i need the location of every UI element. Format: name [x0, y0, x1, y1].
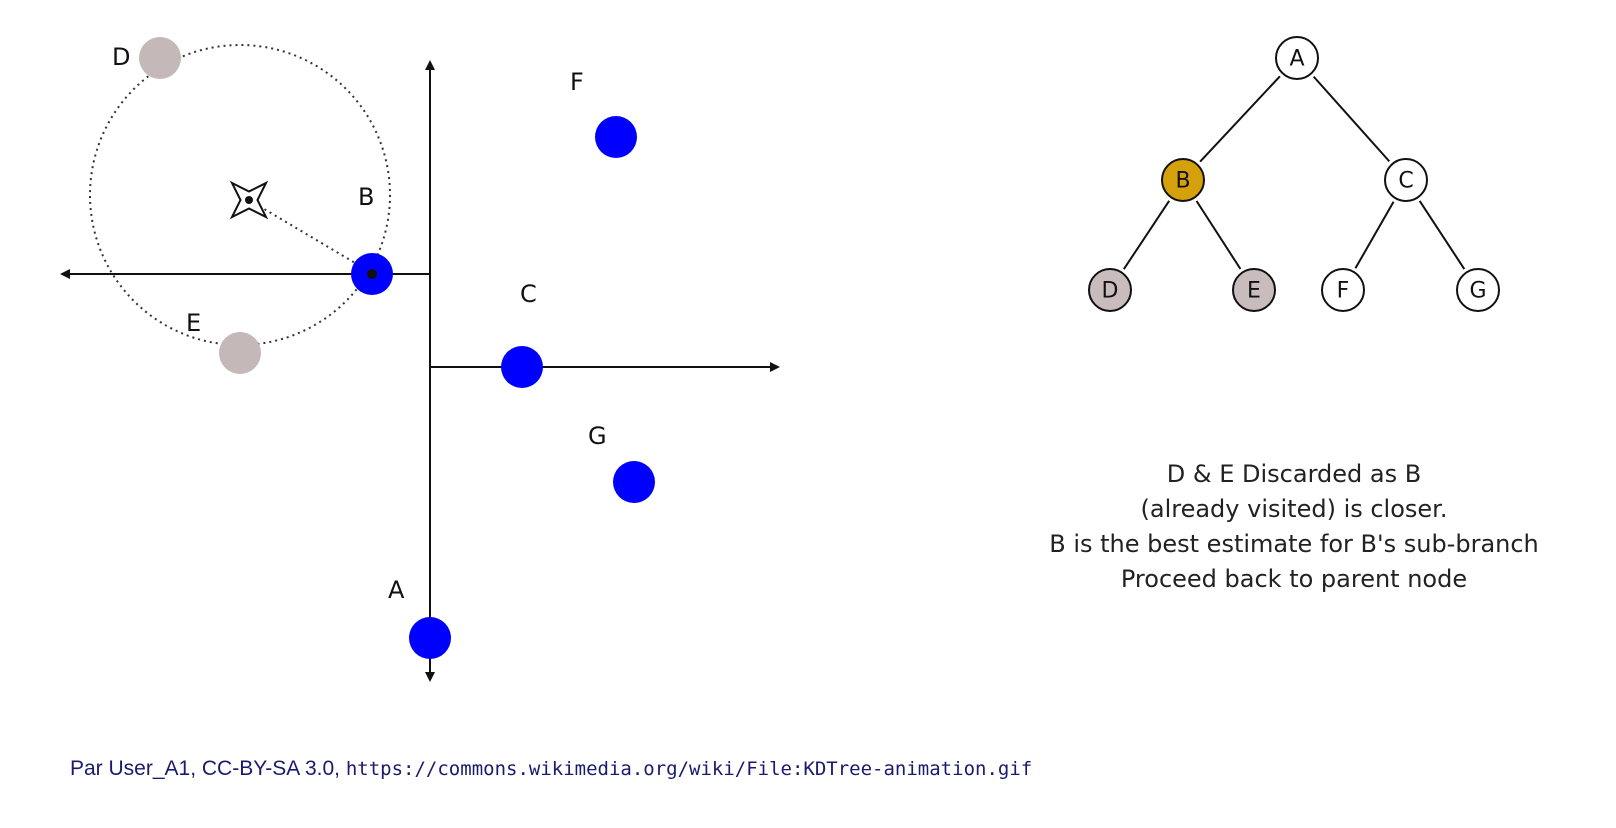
nearest-point-marker [367, 269, 377, 279]
point-e [219, 332, 261, 374]
kd-tree-diagram: A B C D E F G A B C D E F G D & E Discarded as B (al… [60, 36, 1539, 682]
tree-edge-b-d [1122, 200, 1171, 270]
tree-node-d [1088, 268, 1132, 312]
point-g [613, 461, 655, 503]
query-distance-line [248, 199, 373, 274]
tree-edge-c-g [1418, 200, 1466, 270]
point-d [139, 37, 181, 79]
point-label-g: G [588, 422, 607, 450]
caption-line: Proceed back to parent node [1121, 565, 1467, 593]
tree-node-label-g: G [1469, 279, 1486, 304]
tree-node-g [1456, 268, 1500, 312]
tree-node-c [1384, 158, 1428, 202]
tree-node-e [1232, 268, 1276, 312]
tree-edge-a-b [1199, 75, 1281, 163]
tree-edge-c-f [1354, 201, 1395, 269]
tree-node-label-b: B [1175, 169, 1190, 194]
caption-line: (already visited) is closer. [1141, 495, 1448, 523]
caption-line: B is the best estimate for B's sub-branc… [1049, 530, 1539, 558]
attribution-text: Par User_A1, CC-BY-SA 3.0, [70, 757, 341, 780]
point-label-f: F [570, 68, 584, 96]
point-a [409, 617, 451, 659]
tree-layer: A B C D E F G [1088, 36, 1500, 312]
tree-node-label-a: A [1289, 47, 1304, 72]
tree-node-b [1161, 158, 1205, 202]
point-label-a: A [388, 576, 405, 604]
point-f [595, 116, 637, 158]
tree-node-label-f: F [1337, 279, 1350, 304]
attribution: Par User_A1, CC-BY-SA 3.0, https://commo… [70, 757, 1032, 781]
tree-node-a [1275, 36, 1319, 80]
point-label-e: E [186, 309, 201, 337]
tree-node-label-d: D [1102, 279, 1119, 304]
caption-line: D & E Discarded as B [1167, 460, 1421, 488]
point-c [501, 346, 543, 388]
attribution-link[interactable]: https://commons.wikimedia.org/wiki/File:… [345, 758, 1033, 780]
point-label-b: B [358, 183, 374, 211]
tree-edge-b-e [1195, 200, 1242, 270]
query-point-icon [229, 180, 269, 220]
tree-node-label-e: E [1247, 279, 1261, 304]
tree-edge-a-c [1312, 75, 1391, 163]
tree-node-f [1321, 268, 1365, 312]
tree-node-label-c: C [1398, 169, 1413, 194]
points-layer: A B C D E F G [112, 37, 655, 659]
point-label-d: D [112, 43, 130, 71]
point-label-c: C [520, 280, 537, 308]
caption: D & E Discarded as B (already visited) i… [1049, 460, 1539, 593]
